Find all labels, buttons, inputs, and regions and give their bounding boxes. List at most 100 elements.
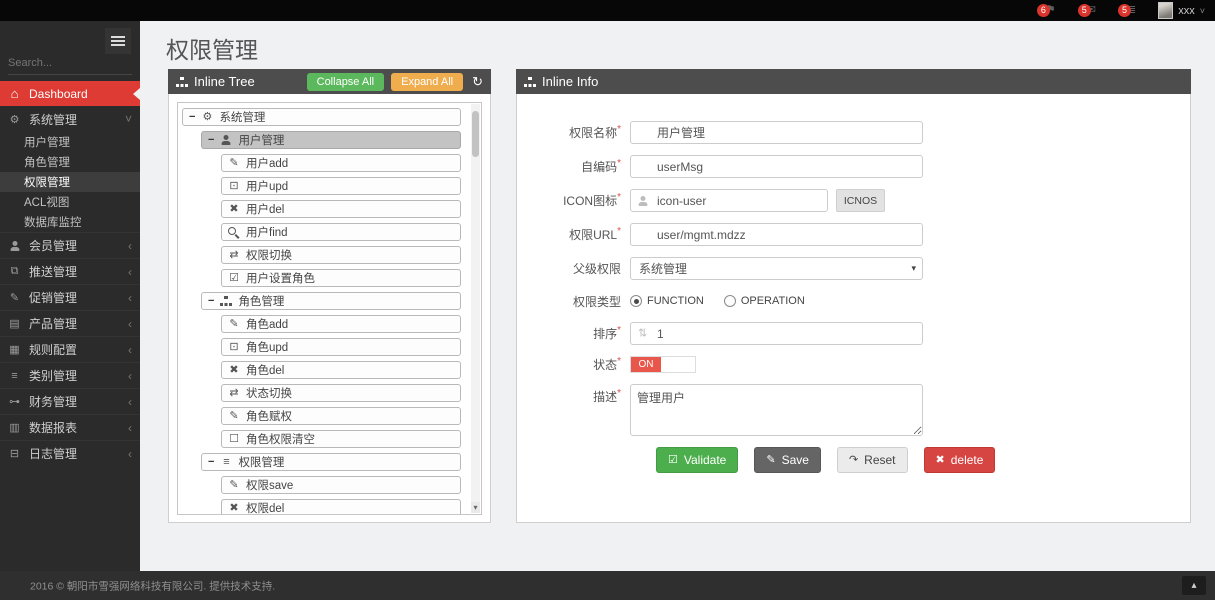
notification-flag[interactable]: 6 ⚑ [1036,4,1056,17]
sidebar-item-system-mgmt[interactable]: ⚙ 系统管理 ˅ [0,106,140,132]
parent-permission-select[interactable]: 系统管理 ▾ [630,257,923,280]
tree-node[interactable]: ✖ 用户del [221,200,461,218]
search-input[interactable] [8,56,150,69]
field-label: 权限URL* [569,226,621,242]
notification-envelope[interactable]: 5 ✉ [1077,4,1096,17]
scrollbar-down-arrow[interactable]: ▾ [471,502,480,513]
footer: 2016 © 朝阳市雪强网络科技有限公司. 提供技术支持. ▴ [0,571,1215,600]
edit-icon: ⊡ [229,340,239,353]
icnos-button[interactable]: ICNOS [836,189,885,212]
inline-tree-panel: Inline Tree Collapse All Expand All ↻ − ⚙… [168,69,491,523]
tree-node[interactable]: ⊡ 用户upd [221,177,461,195]
mag-icon [228,226,240,238]
field-label: 父级权限 [572,262,621,276]
collapse-all-button[interactable]: Collapse All [306,72,385,91]
radio-option[interactable]: OPERATION [723,295,805,307]
tree-node[interactable]: − 用户管理 [201,131,461,149]
collapse-minus-icon[interactable]: − [208,456,215,468]
tree-node[interactable]: ✖ 权限del [221,499,461,514]
person-icon [638,196,648,206]
sidebar-subitem[interactable]: 用户管理 [24,137,70,149]
tree-node[interactable]: ⇄ 状态切换 [221,384,461,402]
tree-node[interactable]: ✎ 角色add [221,315,461,333]
tree-node[interactable]: ⇄ 权限切换 [221,246,461,264]
x-icon: ✖ [229,202,239,215]
tree-node[interactable]: 用户find [221,223,461,241]
validate-button[interactable]: ☑ Validate [656,447,739,473]
tree-node-label: 角色管理 [238,296,285,308]
sidebar-item[interactable]: ⧉ 推送管理 ‹ [0,258,140,284]
self-code-input[interactable] [630,155,923,178]
reset-button[interactable]: ↷ Reset [836,447,908,473]
tree-node[interactable]: − 角色管理 [201,292,461,310]
tree-node[interactable]: − ⚙ 系统管理 [182,108,461,126]
collapse-minus-icon[interactable]: − [189,111,196,123]
sidebar-subitem[interactable]: ACL视图 [24,197,70,209]
sidebar-item[interactable]: ⊟ 日志管理 ‹ [0,440,140,466]
chevron-left-icon: ‹ [128,368,132,383]
sidebar-item-label: 推送管理 [29,265,78,279]
sidebar-item[interactable]: ▤ 产品管理 ‹ [0,310,140,336]
tree-node[interactable]: ✎ 用户add [221,154,461,172]
chevron-down-icon: ˅ [124,112,132,126]
sidebar-item-dashboard[interactable]: ⌂ Dashboard [0,81,140,106]
scroll-to-top-button[interactable]: ▴ [1182,576,1206,595]
input-wrap [630,155,923,178]
sidebar-item[interactable]: ⊶ 财务管理 ‹ [0,388,140,414]
tree-node-label: 角色权限清空 [246,434,315,446]
status-toggle[interactable]: ON [630,356,696,373]
input-wrap [630,189,828,212]
required-asterisk: * [617,325,621,336]
sidebar-submenu: 用户管理角色管理权限管理 ACL视图数据库监控 [0,132,140,232]
radio-unchecked-icon[interactable] [723,295,736,307]
sidebar-item[interactable]: ▥ 数据报表 ‹ [0,414,140,440]
sidebar-subitem[interactable]: 数据库监控 [24,217,82,229]
icon-input[interactable] [630,189,828,212]
sidebar-subitem[interactable]: 角色管理 [24,157,70,169]
sort-order-input[interactable] [630,322,923,345]
tree-node[interactable]: ☑ 用户设置角色 [221,269,461,287]
sidebar-item[interactable]: ✎ 促销管理 ‹ [0,284,140,310]
tree-node[interactable]: ✎ 角色赋权 [221,407,461,425]
tree-node[interactable]: ⊡ 角色upd [221,338,461,356]
notification-tasks[interactable]: 5 ≣ [1118,4,1136,17]
radio-option[interactable]: FUNCTION [630,295,704,307]
sidebar-item-label: 日志管理 [29,447,78,461]
sitemap-icon [524,77,536,87]
copyright-text: 2016 © 朝阳市雪强网络科技有限公司. 提供技术支持. [30,580,276,592]
x-icon: ✖ [229,501,239,514]
permission-url-input[interactable] [630,223,923,246]
button-label: delete [950,453,984,467]
delete-button[interactable]: ✖ delete [923,447,996,473]
sidebar-item[interactable]: ▦ 规则配置 ‹ [0,336,140,362]
tree-node-label: 状态切换 [246,388,292,400]
person-icon [220,135,232,145]
tree-node[interactable]: ✎ 权限save [221,476,461,494]
user-menu[interactable]: xxx ˅ [1158,2,1205,19]
pencil-icon: ✎ [9,292,20,304]
save-button[interactable]: ✎ Save [754,447,821,473]
sidebar-item-label: 数据报表 [29,421,78,435]
sidebar-item[interactable]: ≡ 类别管理 ‹ [0,362,140,388]
radio-checked-icon[interactable] [630,295,642,307]
sidebar-toggle-button[interactable] [105,28,131,54]
x-icon: ✖ [229,363,239,376]
tree-node[interactable]: ☐ 角色权限清空 [221,430,461,448]
description-textarea[interactable] [630,384,923,436]
collapse-minus-icon[interactable]: − [208,134,215,146]
sidebar-subitem[interactable]: 权限管理 [0,172,140,192]
pencil-icon: ✎ [229,156,239,169]
permission-name-input[interactable] [630,121,923,144]
chevron-left-icon: ‹ [128,394,132,409]
refresh-icon[interactable]: ↻ [472,74,483,89]
tree-scrollbar[interactable]: ▾ [471,104,480,513]
scrollbar-thumb[interactable] [472,111,479,157]
tree-node[interactable]: − ≡ 权限管理 [201,453,461,471]
expand-all-button[interactable]: Expand All [391,72,464,91]
switch-icon: ⇄ [229,386,239,399]
calendar-icon: ⊟ [9,448,20,460]
collapse-minus-icon[interactable]: − [208,295,215,307]
sidebar-item[interactable]: 会员管理 ‹ [0,232,140,258]
tree-node[interactable]: ✖ 角色del [221,361,461,379]
list-icon: ≡ [223,455,230,468]
